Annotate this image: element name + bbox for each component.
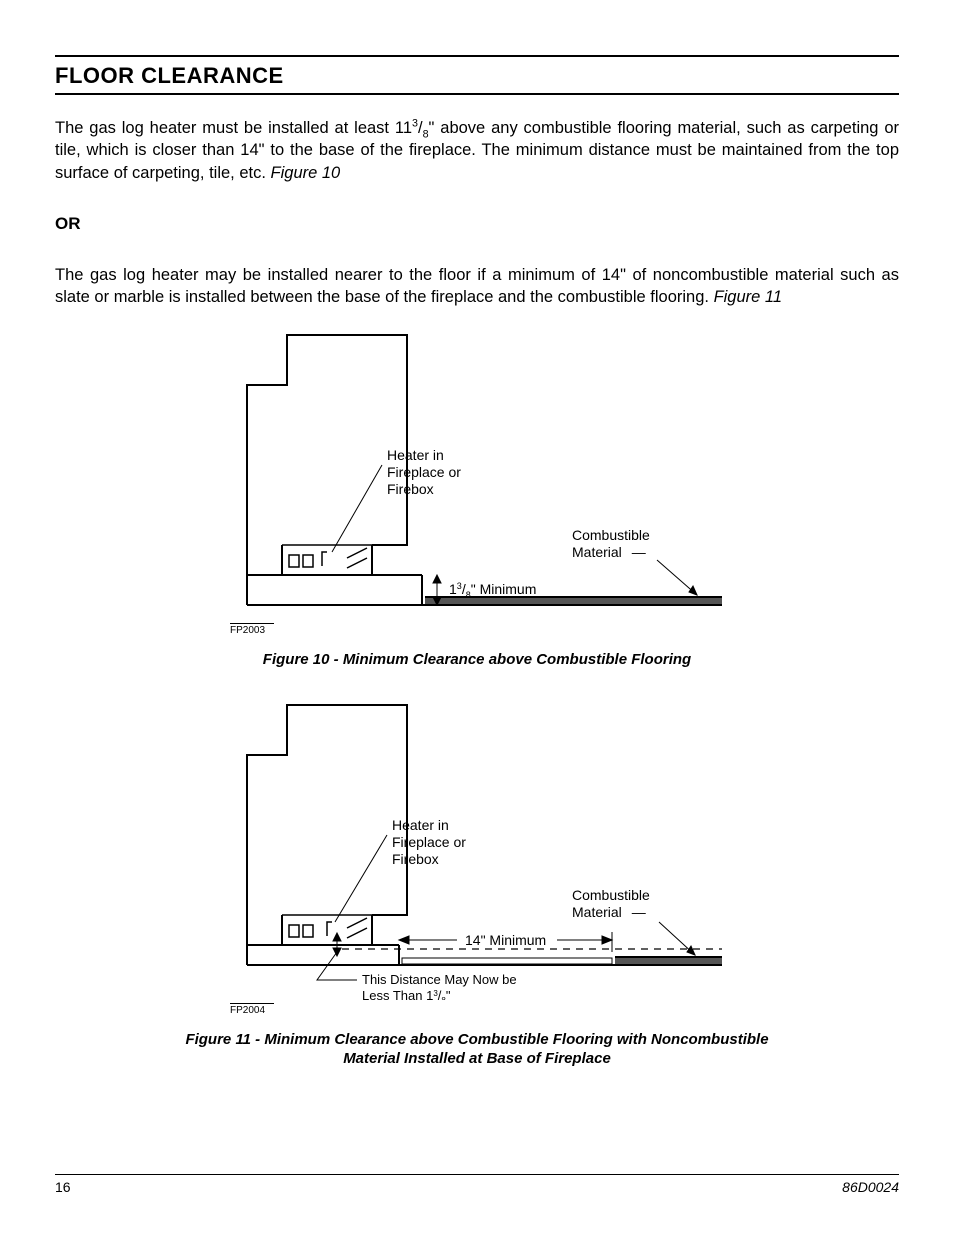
svg-text:This Distance May Now be: This Distance May Now be [362,972,517,987]
paragraph-2: The gas log heater may be installed near… [55,264,899,309]
svg-text:14" Minimum: 14" Minimum [465,932,546,948]
figure-11: Heater in Fireplace or Firebox Combustib… [227,700,727,1016]
page-number: 16 [55,1179,71,1195]
figure-10-caption: Figure 10 - Minimum Clearance above Comb… [177,650,777,670]
figure-11-caption: Figure 11 - Minimum Clearance above Comb… [177,1030,777,1069]
svg-text:Fireplace or: Fireplace or [387,464,461,480]
svg-text:Material —: Material — [572,544,646,560]
figure-11-svg: Heater in Fireplace or Firebox Combustib… [227,700,727,1000]
doc-number: 86D0024 [842,1179,899,1195]
svg-text:Heater in: Heater in [387,447,444,463]
paragraph-1: The gas log heater must be installed at … [55,117,899,184]
figure-10-svg: Heater in Fireplace or Firebox Combustib… [227,330,727,620]
section-heading: FLOOR CLEARANCE [55,61,899,95]
or-separator: OR [55,214,899,234]
svg-text:Firebox: Firebox [392,851,439,867]
page-footer: 16 86D0024 [55,1174,899,1195]
svg-text:Combustible: Combustible [572,887,650,903]
figure-10: Heater in Fireplace or Firebox Combustib… [227,330,727,636]
svg-text:Material —: Material — [572,904,646,920]
svg-text:Firebox: Firebox [387,481,434,497]
figure-10-code: FP2003 [230,623,274,636]
svg-text:Heater in: Heater in [392,817,449,833]
svg-text:Fireplace or: Fireplace or [392,834,466,850]
svg-text:Less Than 13/8": Less Than 13/8" [362,988,451,1000]
svg-text:Combustible: Combustible [572,527,650,543]
